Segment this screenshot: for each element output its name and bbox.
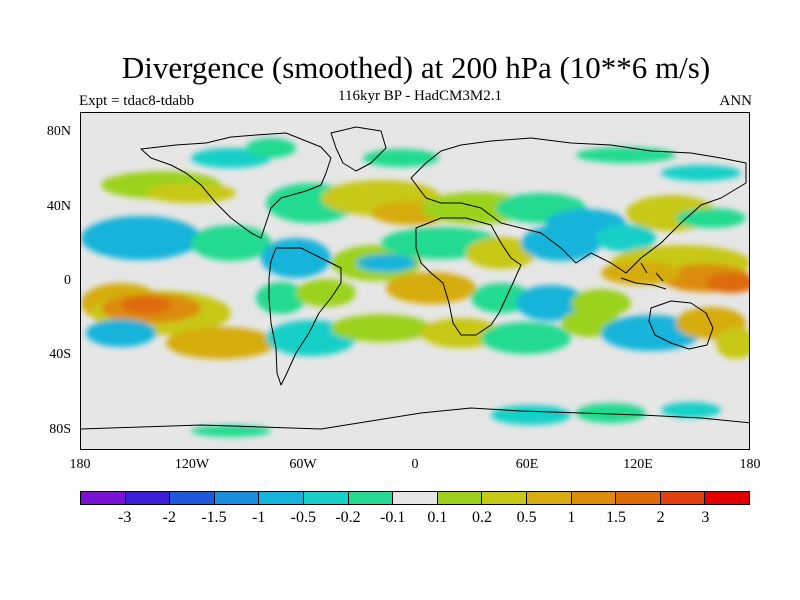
contour-region — [516, 285, 586, 321]
x-tick-label: 60E — [515, 457, 539, 472]
contour-region — [661, 402, 721, 418]
colorbar-label: 2 — [656, 509, 665, 526]
contour-region — [481, 322, 571, 354]
contour-region — [191, 425, 271, 437]
contour-region — [471, 283, 531, 313]
period-label: ANN — [719, 93, 753, 109]
contour-region — [246, 138, 296, 158]
colorbar-swatch — [81, 492, 126, 504]
colorbar-swatch — [393, 492, 438, 504]
y-tick-label: 40N — [46, 199, 71, 214]
colorbar-swatch — [170, 492, 215, 504]
figure-subtitle: 116kyr BP - HadCM3M2.1 — [338, 88, 502, 104]
x-tick-label: 120E — [623, 457, 653, 472]
colorbar-label: 1 — [567, 509, 576, 526]
colorbar-label: 0.2 — [472, 509, 492, 526]
experiment-label: Expt = tdac8-tdabb — [79, 93, 195, 109]
colorbar-swatch — [526, 492, 572, 504]
colorbar-swatch — [616, 492, 661, 504]
colorbar-label: -0.5 — [290, 509, 316, 526]
y-tick-label: 0 — [64, 273, 71, 288]
contour-region — [521, 225, 601, 261]
contour-region — [386, 272, 476, 304]
colorbar-swatch — [125, 492, 171, 504]
contour-region — [661, 165, 741, 181]
contour-region — [491, 405, 571, 425]
south-america-coast — [268, 247, 342, 386]
colorbar-label: -0.2 — [335, 509, 361, 526]
greenland-coast — [330, 126, 387, 172]
north-america-coast — [140, 132, 332, 239]
colorbar-label: -2 — [162, 509, 176, 526]
contour-fill-layer — [81, 138, 749, 437]
colorbar-label: -0.1 — [379, 509, 406, 526]
maritime-continent-coast — [620, 262, 667, 290]
contour-region — [716, 327, 749, 359]
colorbar-swatch — [571, 492, 617, 504]
australia-coast — [648, 300, 714, 350]
y-tick-label: 80S — [49, 422, 71, 437]
x-tick-label: 60W — [289, 457, 317, 472]
contour-region — [121, 296, 171, 314]
coastlines — [81, 126, 749, 430]
contour-region — [146, 183, 236, 203]
contour-region — [81, 216, 201, 260]
contour-region — [576, 403, 646, 423]
colorbar-swatch — [437, 492, 483, 504]
colorbar-label: -3 — [117, 509, 132, 526]
x-tick-label: 0 — [411, 457, 419, 472]
contour-region — [363, 149, 439, 167]
antarctica-coast — [81, 407, 749, 430]
contour-region — [706, 273, 749, 293]
contour-region — [191, 225, 271, 261]
colorbar-swatch — [259, 492, 304, 504]
colorbar-label: 3 — [701, 509, 710, 526]
contour-region — [331, 314, 431, 342]
contour-region — [166, 327, 276, 359]
colorbar-swatch — [214, 492, 260, 504]
colorbar-swatch — [705, 492, 749, 504]
figure-title: Divergence (smoothed) at 200 hPa (10**6 … — [121, 50, 711, 85]
contour-region — [576, 147, 676, 163]
europe-asia-coast — [410, 137, 747, 274]
colorbar-swatch — [482, 492, 527, 504]
colorbar-label: 1.5 — [606, 509, 626, 526]
contour-region — [466, 237, 536, 269]
contour-region — [356, 254, 416, 272]
colorbar-label: 0.5 — [516, 509, 537, 526]
contour-region — [421, 318, 501, 348]
x-tick-label: 120W — [174, 457, 210, 472]
contour-region — [596, 224, 656, 252]
divergence-map — [80, 112, 750, 450]
colorbar-swatch — [303, 492, 349, 504]
y-tick-label: 80N — [46, 124, 71, 139]
contour-region — [296, 279, 356, 307]
colorbar-swatch — [348, 492, 394, 504]
contour-region — [601, 315, 701, 351]
colorbar-label: -1 — [251, 509, 266, 526]
x-tick-label: 180 — [739, 457, 761, 472]
colorbar-label: 0.1 — [427, 509, 448, 526]
y-tick-label: 40S — [49, 347, 71, 362]
colorbar — [80, 491, 750, 505]
colorbar-label: -1.5 — [201, 509, 227, 526]
africa-coast — [415, 217, 522, 336]
x-tick-label: 180 — [69, 457, 91, 472]
colorbar-swatch — [660, 492, 706, 504]
contour-region — [86, 319, 156, 347]
contour-region — [676, 208, 746, 228]
